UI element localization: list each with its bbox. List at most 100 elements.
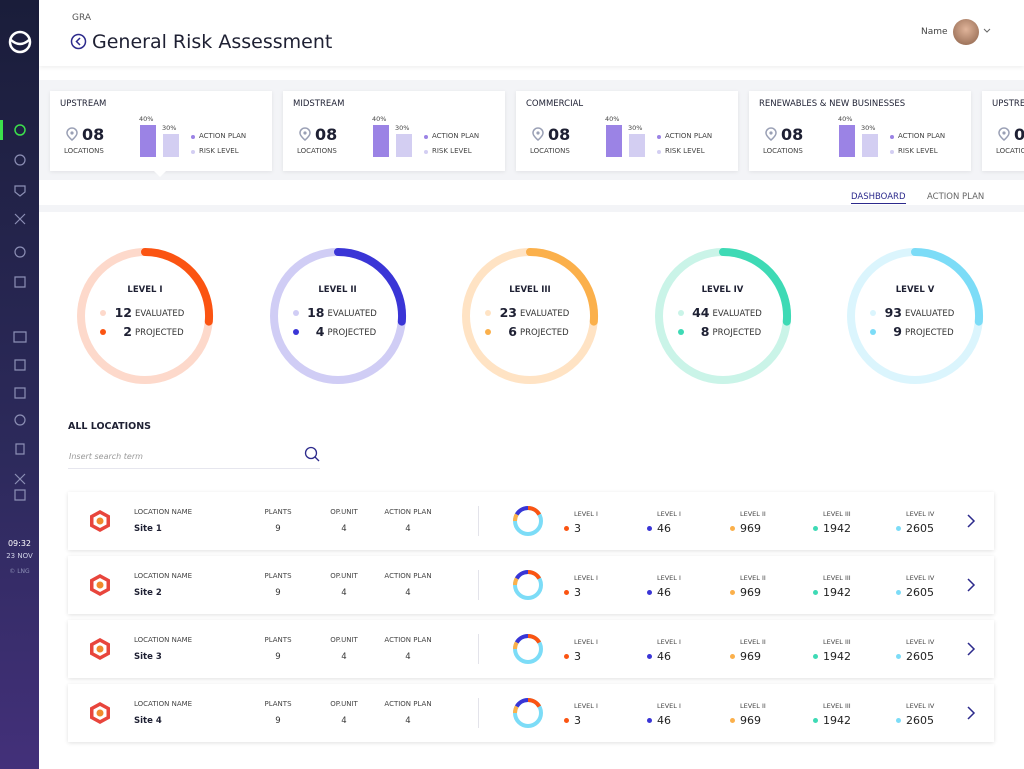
column-header: ACTION PLAN [384,700,432,708]
level-header: LEVEL IV [906,574,935,582]
nav-icons[interactable] [12,122,28,502]
level-dot [730,590,735,595]
level-dot [896,654,901,659]
section-title: ALL LOCATIONS [68,421,152,432]
projected-label: PROJECTED [712,328,762,338]
level-header: LEVEL I [574,574,598,582]
sidebar: 09:32 23 NOV © LNG [0,0,39,769]
bar [396,134,412,157]
location-count: 08 [781,125,804,144]
header: GRA General Risk Assessment Name [39,0,1024,66]
level-header: LEVEL II [740,702,766,710]
location-row[interactable]: LOCATION NAME Site 3 PLANTS 9 OP.UNIT 4 ACTION… [68,620,994,678]
bar [373,125,389,157]
footer: © LNG [9,568,30,575]
level-dot [813,526,818,531]
level-value: 3 [574,714,581,727]
location-row[interactable]: LOCATION NAME Site 2 PLANTS 9 OP.UNIT 4 ACTION… [68,556,994,614]
level-dot [647,718,652,723]
cell-value: 4 [405,524,411,534]
user-name[interactable]: Name [921,27,948,37]
level-dot [564,654,569,659]
level-title: LEVEL II [318,285,357,295]
location-label: LOCATIONS [763,147,803,155]
cell-value: 9 [275,588,281,598]
site-name: Site 2 [134,588,162,598]
search-icon[interactable] [304,446,321,463]
category-card[interactable]: COMMERCIAL 08 LOCATIONS 40% 30% ACTION PLAN RI… [516,91,738,171]
level-value: 969 [740,714,761,727]
site-name: Site 4 [134,716,162,726]
category-card[interactable]: RENEWABLES & NEW BUSINESSES 08 LOCATIONS 40… [749,91,971,171]
cell-value: 4 [341,524,347,534]
projected-label: PROJECTED [327,328,377,338]
level-title: LEVEL V [895,285,935,295]
category-card[interactable]: MIDSTREAM 08 LOCATIONS 40% 30% ACTION PLAN RIS… [283,91,505,171]
level-dot [647,590,652,595]
level-header: LEVEL II [740,638,766,646]
projected-count: 9 [893,324,902,339]
level-header: LEVEL III [823,702,851,710]
projected-count: 8 [700,324,710,339]
card-title: MIDSTREAM [293,99,345,109]
bar-label: 40% [372,115,387,123]
evaluated-label: EVALUATED [712,309,762,319]
cell-value: 4 [405,588,411,598]
column-header: OP.UNIT [330,572,358,580]
bar [163,134,179,157]
evaluated-count: 18 [307,305,325,320]
row-chevron [967,578,976,592]
level-header: LEVEL I [574,638,598,646]
clock-date: 23 NOV [6,552,33,560]
column-header: PLANTS [264,508,292,516]
legend-dot [657,150,661,154]
level-dot [647,654,652,659]
column-header: LOCATION NAME [134,508,193,516]
avatar[interactable] [953,19,979,45]
pin-icon [66,127,78,141]
site-icon [90,702,110,724]
level-value: 1942 [823,522,851,535]
site-icon [90,510,110,532]
mini-donut [512,569,543,600]
bar-label: 30% [395,124,410,132]
mini-donut [512,633,543,664]
location-label: LOCATIONS [64,147,104,155]
tab-action-plan[interactable]: ACTION PLAN [927,192,985,202]
level-dot [813,590,818,595]
level-header: LEVEL IV [906,702,935,710]
dot [677,329,684,335]
legend-dot [890,135,894,139]
projected-count: 4 [315,324,325,339]
row-divider [478,698,479,728]
legend-label: ACTION PLAN [199,132,247,140]
row-chevron [967,514,976,528]
column-header: LOCATION NAME [134,636,193,644]
bar-label: 40% [139,115,154,123]
projected-label: PROJECTED [135,328,184,338]
logo [8,30,32,54]
tab-dashboard[interactable]: DASHBOARD [851,192,906,204]
legend-label: ACTION PLAN [432,132,480,140]
level-header: LEVEL I [657,510,681,518]
user-menu-caret[interactable] [983,28,991,34]
card-title: UPSTREAM [60,99,107,109]
level-header: LEVEL I [657,638,681,646]
search-box[interactable]: Insert search term [68,446,320,469]
level-title: LEVEL III [509,285,551,295]
level-dot [813,654,818,659]
cards: UPSTREAM 08 LOCATIONS 40% 30% ACTION PLAN RISK… [0,0,1024,200]
level-ring [269,248,406,384]
level-value: 46 [657,650,671,663]
level-header: LEVEL II [740,574,766,582]
level-dot [564,526,569,531]
back-button[interactable] [70,33,87,50]
location-row[interactable]: LOCATION NAME Site 1 PLANTS 9 OP.UNIT 4 ACTION… [68,492,994,550]
location-row[interactable]: LOCATION NAME Site 4 PLANTS 9 OP.UNIT 4 ACTION… [68,684,994,742]
column-header: ACTION PLAN [384,572,432,580]
location-label: LOCATIONS [297,147,337,155]
